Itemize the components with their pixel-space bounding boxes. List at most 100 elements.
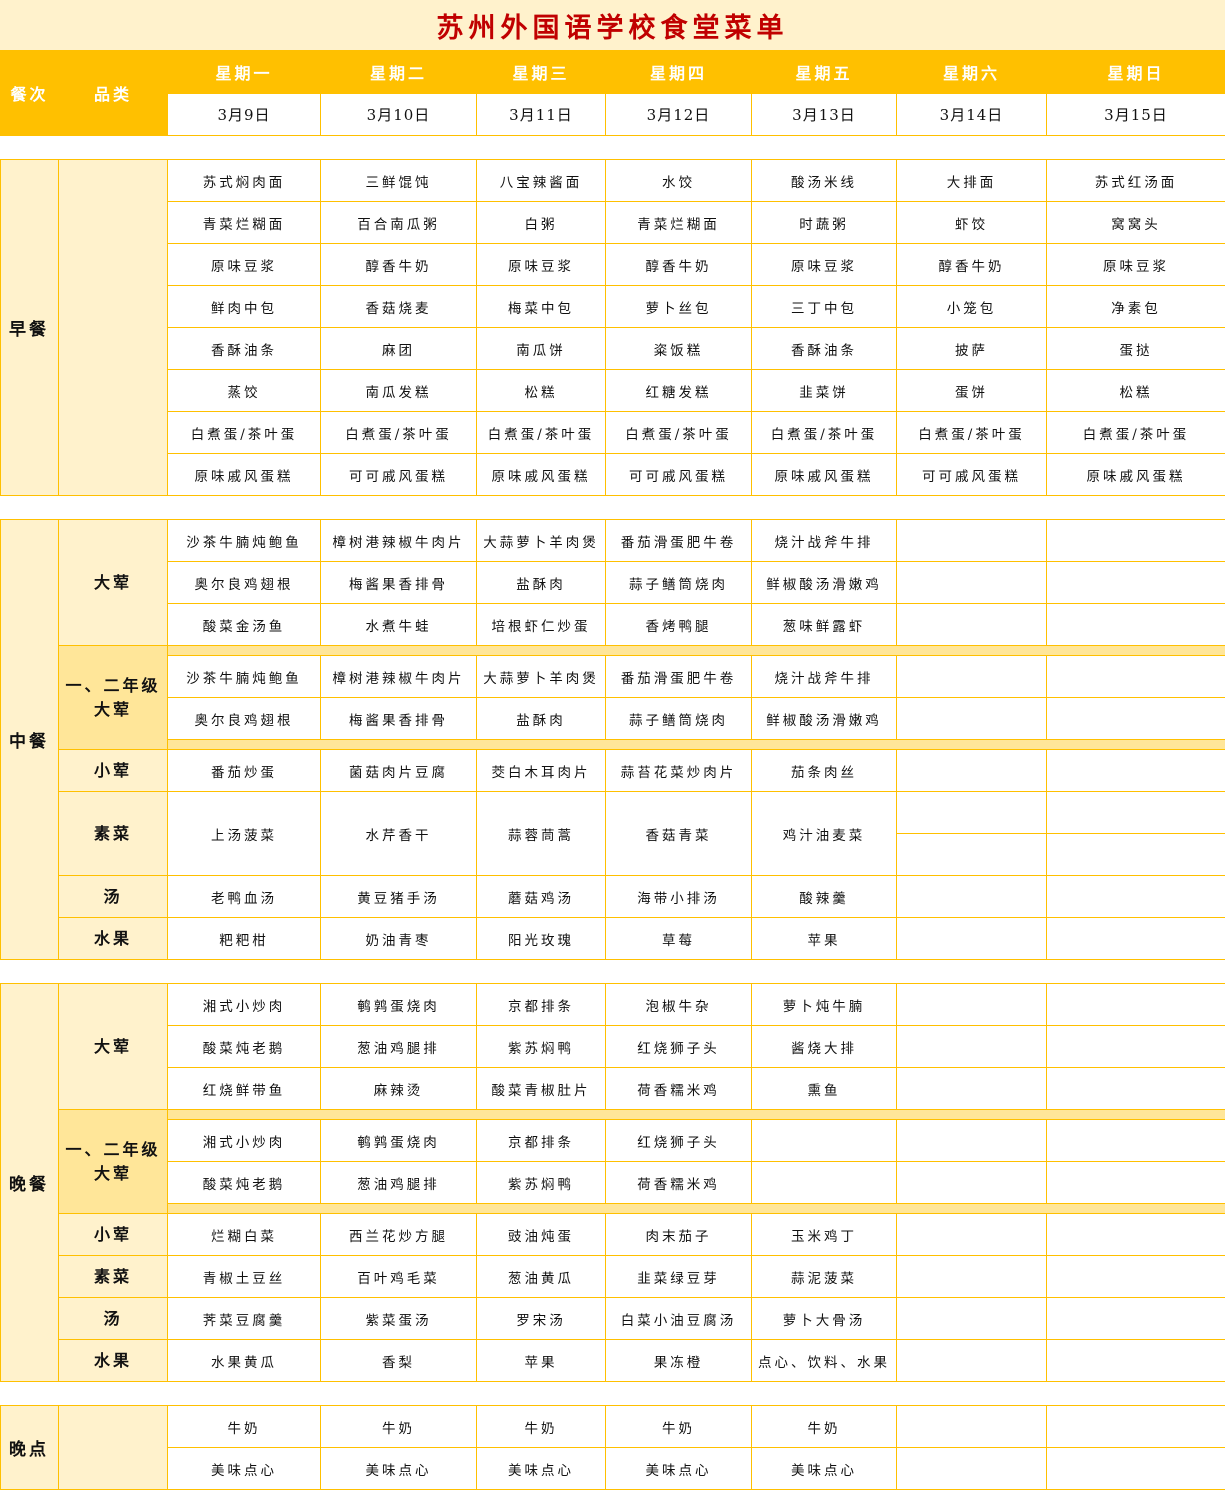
menu-item-cell: 蒜蓉茼蒿 xyxy=(477,792,606,876)
menu-item-cell xyxy=(897,698,1047,740)
category-label: 小荤 xyxy=(59,750,168,792)
menu-item-cell xyxy=(1047,876,1225,918)
menu-row: 湘式小炒肉鹌鹑蛋烧肉京都排条红烧狮子头 xyxy=(1,1120,1225,1162)
menu-item-cell: 熏鱼 xyxy=(752,1068,897,1110)
menu-item-cell xyxy=(897,1162,1047,1204)
menu-item-cell: 荷香糯米鸡 xyxy=(606,1162,752,1204)
menu-item-cell xyxy=(1047,918,1225,960)
menu-item-cell: 荠菜豆腐羹 xyxy=(168,1298,321,1340)
menu-item-cell: 苏式红汤面 xyxy=(1047,160,1225,202)
menu-item-cell: 肉末茄子 xyxy=(606,1214,752,1256)
menu-row: 白煮蛋/茶叶蛋白煮蛋/茶叶蛋白煮蛋/茶叶蛋白煮蛋/茶叶蛋白煮蛋/茶叶蛋白煮蛋/茶… xyxy=(1,412,1225,454)
category-label: 汤 xyxy=(59,876,168,918)
section-spacer xyxy=(1,496,1225,520)
menu-item-cell: 白煮蛋/茶叶蛋 xyxy=(752,412,897,454)
menu-item-cell: 牛奶 xyxy=(752,1406,897,1448)
menu-row: 早餐苏式焖肉面三鲜馄饨八宝辣酱面水饺酸汤米线大排面苏式红汤面 xyxy=(1,160,1225,202)
menu-row: 青菜烂糊面百合南瓜粥白粥青菜烂糊面时蔬粥虾饺窝窝头 xyxy=(1,202,1225,244)
menu-item-cell: 培根虾仁炒蛋 xyxy=(477,604,606,646)
category-label: 一、二年级 大荤 xyxy=(59,646,168,750)
menu-item-cell xyxy=(1047,792,1225,834)
divider-row xyxy=(1,740,1225,750)
menu-item-cell: 酸菜青椒肚片 xyxy=(477,1068,606,1110)
menu-item-cell: 蒜子鳝筒烧肉 xyxy=(606,698,752,740)
menu-item-cell: 湘式小炒肉 xyxy=(168,984,321,1026)
menu-item-cell: 蒸饺 xyxy=(168,370,321,412)
menu-item-cell: 麻团 xyxy=(321,328,477,370)
menu-item-cell: 苹果 xyxy=(477,1340,606,1382)
menu-item-cell: 沙茶牛腩炖鲍鱼 xyxy=(168,656,321,698)
divider-stripe xyxy=(168,1110,1225,1120)
menu-item-cell: 香烤鸭腿 xyxy=(606,604,752,646)
menu-item-cell: 草莓 xyxy=(606,918,752,960)
menu-item-cell: 大蒜萝卜羊肉煲 xyxy=(477,520,606,562)
menu-item-cell: 白煮蛋/茶叶蛋 xyxy=(897,412,1047,454)
menu-item-cell: 韭菜绿豆芽 xyxy=(606,1256,752,1298)
meal-label: 早餐 xyxy=(1,160,59,496)
menu-item-cell: 黄豆猪手汤 xyxy=(321,876,477,918)
menu-item-cell: 白煮蛋/茶叶蛋 xyxy=(321,412,477,454)
menu-item-cell: 酸菜炖老鹅 xyxy=(168,1162,321,1204)
menu-item-cell: 梅菜中包 xyxy=(477,286,606,328)
menu-item-cell: 蛋饼 xyxy=(897,370,1047,412)
menu-item-cell: 蛋挞 xyxy=(1047,328,1225,370)
menu-item-cell: 香酥油条 xyxy=(752,328,897,370)
menu-item-cell: 水饺 xyxy=(606,160,752,202)
day-header: 星期三 xyxy=(477,51,606,94)
menu-item-cell: 西兰花炒方腿 xyxy=(321,1214,477,1256)
menu-item-cell: 香菇青菜 xyxy=(606,792,752,876)
menu-item-cell: 梅酱果香排骨 xyxy=(321,698,477,740)
divider-row: 一、二年级 大荤 xyxy=(1,1110,1225,1120)
header-days-row: 餐次 品类 星期一 星期二 星期三 星期四 星期五 星期六 星期日 xyxy=(1,51,1225,94)
menu-item-cell: 白煮蛋/茶叶蛋 xyxy=(477,412,606,454)
menu-item-cell xyxy=(897,792,1047,834)
menu-item-cell: 美味点心 xyxy=(168,1448,321,1490)
menu-item-cell: 净素包 xyxy=(1047,286,1225,328)
category-column-header: 品类 xyxy=(59,51,168,136)
meal-label: 晚餐 xyxy=(1,984,59,1382)
date-header: 3月13日 xyxy=(752,94,897,136)
category-label: 一、二年级 大荤 xyxy=(59,1110,168,1214)
menu-item-cell: 苏式焖肉面 xyxy=(168,160,321,202)
spacer-cell xyxy=(1,496,1225,520)
menu-row: 素菜青椒土豆丝百叶鸡毛菜葱油黄瓜韭菜绿豆芽蒜泥菠菜 xyxy=(1,1256,1225,1298)
menu-item-cell: 香梨 xyxy=(321,1340,477,1382)
spacer-cell xyxy=(1,136,1225,160)
menu-item-cell: 原味豆浆 xyxy=(168,244,321,286)
menu-item-cell: 醇香牛奶 xyxy=(321,244,477,286)
menu-item-cell xyxy=(752,1120,897,1162)
menu-item-cell xyxy=(897,984,1047,1026)
menu-row: 水果水果黄瓜香梨苹果果冻橙点心、饮料、水果 xyxy=(1,1340,1225,1382)
menu-item-cell: 原味戚风蛋糕 xyxy=(752,454,897,496)
menu-item-cell: 醇香牛奶 xyxy=(606,244,752,286)
spacer-cell xyxy=(1,1382,1225,1406)
menu-item-cell: 葱油黄瓜 xyxy=(477,1256,606,1298)
menu-item-cell: 番茄滑蛋肥牛卷 xyxy=(606,520,752,562)
menu-row: 鲜肉中包香菇烧麦梅菜中包萝卜丝包三丁中包小笼包净素包 xyxy=(1,286,1225,328)
menu-row: 奥尔良鸡翅根梅酱果香排骨盐酥肉蒜子鳝筒烧肉鲜椒酸汤滑嫩鸡 xyxy=(1,698,1225,740)
menu-item-cell: 萝卜丝包 xyxy=(606,286,752,328)
menu-item-cell: 小笼包 xyxy=(897,286,1047,328)
menu-item-cell xyxy=(1047,1340,1225,1382)
menu-item-cell xyxy=(1047,1448,1225,1490)
day-header: 星期六 xyxy=(897,51,1047,94)
category-label: 水果 xyxy=(59,1340,168,1382)
menu-item-cell xyxy=(897,562,1047,604)
menu-item-cell: 番茄炒蛋 xyxy=(168,750,321,792)
day-header: 星期五 xyxy=(752,51,897,94)
menu-item-cell: 紫菜蛋汤 xyxy=(321,1298,477,1340)
menu-item-cell: 牛奶 xyxy=(606,1406,752,1448)
menu-item-cell: 樟树港辣椒牛肉片 xyxy=(321,520,477,562)
divider-row xyxy=(1,1204,1225,1214)
menu-item-cell xyxy=(897,834,1047,876)
menu-item-cell xyxy=(897,604,1047,646)
menu-item-cell xyxy=(897,750,1047,792)
menu-item-cell xyxy=(1047,984,1225,1026)
section-spacer xyxy=(1,1382,1225,1406)
menu-item-cell: 松糕 xyxy=(477,370,606,412)
menu-item-cell: 沙茶牛腩炖鲍鱼 xyxy=(168,520,321,562)
menu-item-cell: 南瓜发糕 xyxy=(321,370,477,412)
menu-item-cell: 三丁中包 xyxy=(752,286,897,328)
day-header: 星期二 xyxy=(321,51,477,94)
menu-item-cell: 老鸭血汤 xyxy=(168,876,321,918)
